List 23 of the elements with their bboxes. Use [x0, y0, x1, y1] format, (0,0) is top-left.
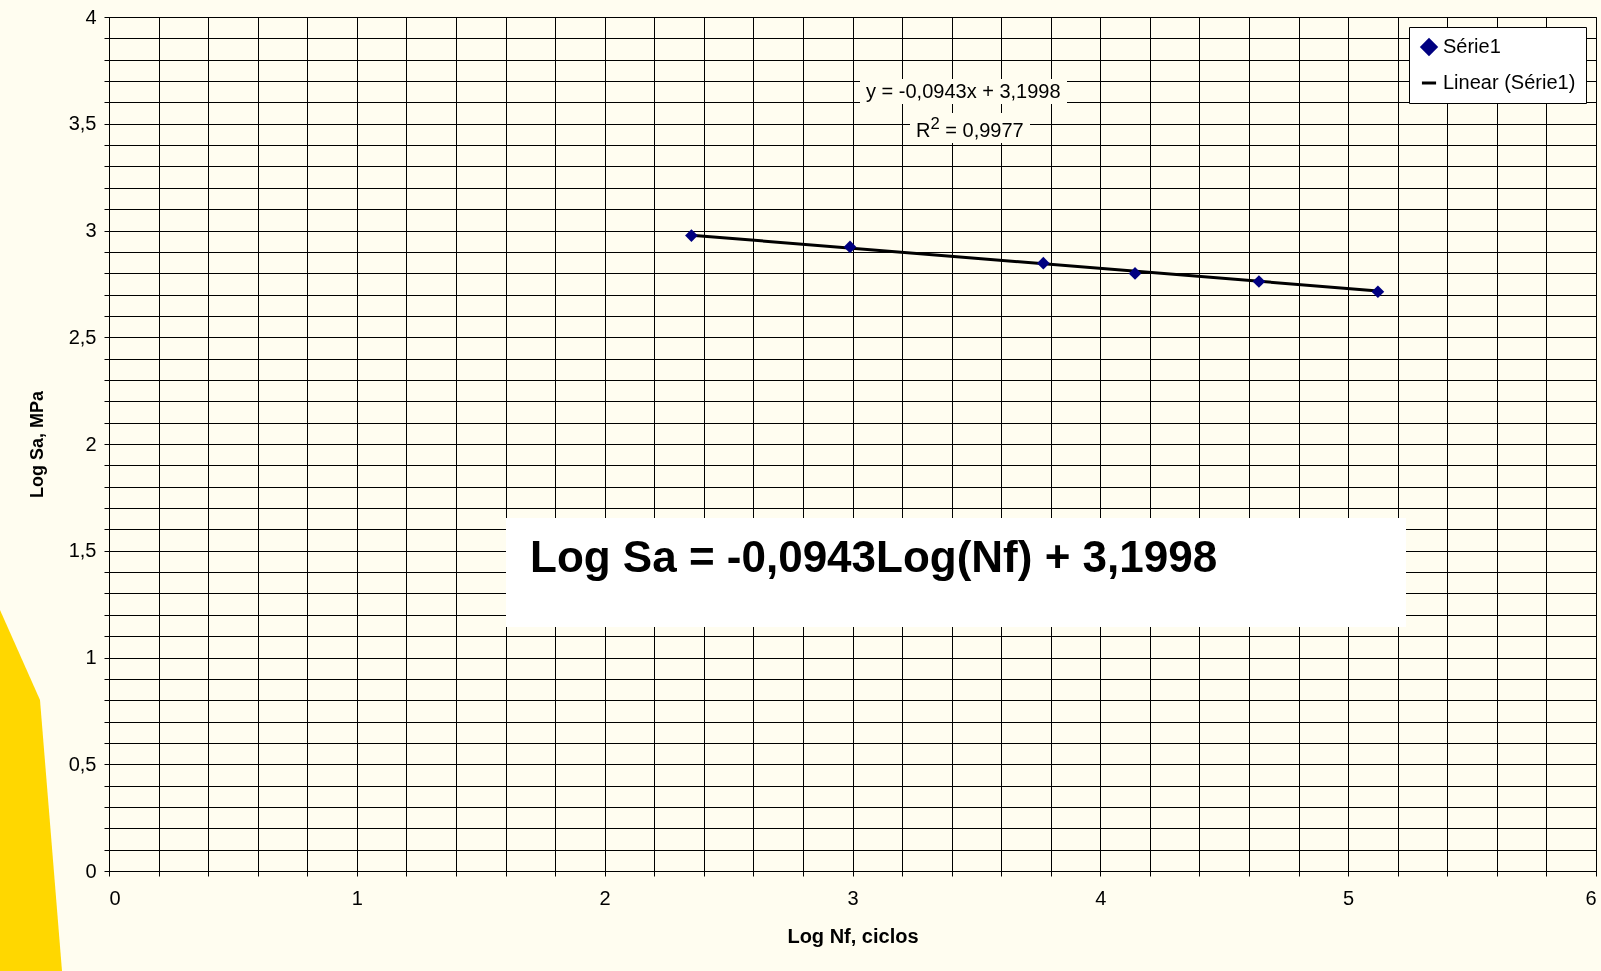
x-tick-label: 3: [847, 886, 859, 909]
y-tick-label: 2: [85, 432, 97, 455]
y-tick-label: 0: [85, 859, 97, 882]
x-tick-label: 4: [1095, 886, 1107, 909]
y-tick-label: 2,5: [68, 325, 97, 348]
x-tick-label: 0: [109, 886, 121, 909]
legend-label: Série1: [1443, 35, 1501, 57]
y-tick-label: 0,5: [68, 752, 97, 775]
y-tick-label: 1: [85, 646, 97, 668]
annotation: y = -0,0943x + 3,1998: [860, 79, 1067, 104]
x-tick-label: 2: [599, 886, 611, 909]
text-box: Log Sa = -0,0943Log(Nf) + 3,1998: [506, 518, 1406, 627]
annotation: R$^{2}$ = 0,9977: [910, 113, 1030, 143]
y-tick-label: 4: [85, 5, 97, 28]
legend-label: Linear (Série1): [1443, 71, 1576, 93]
y-tick-label: 1,5: [68, 539, 97, 562]
x-tick-label: 5: [1343, 886, 1355, 909]
y-axis-title: Log Sa, MPa: [26, 390, 47, 499]
y-tick-label: 3: [85, 219, 97, 241]
y-tick-label: 3,5: [68, 112, 97, 135]
x-tick-label: 6: [1585, 886, 1597, 909]
x-tick-label: 1: [351, 886, 363, 909]
x-axis-title: Log Nf, ciclos: [787, 924, 919, 947]
